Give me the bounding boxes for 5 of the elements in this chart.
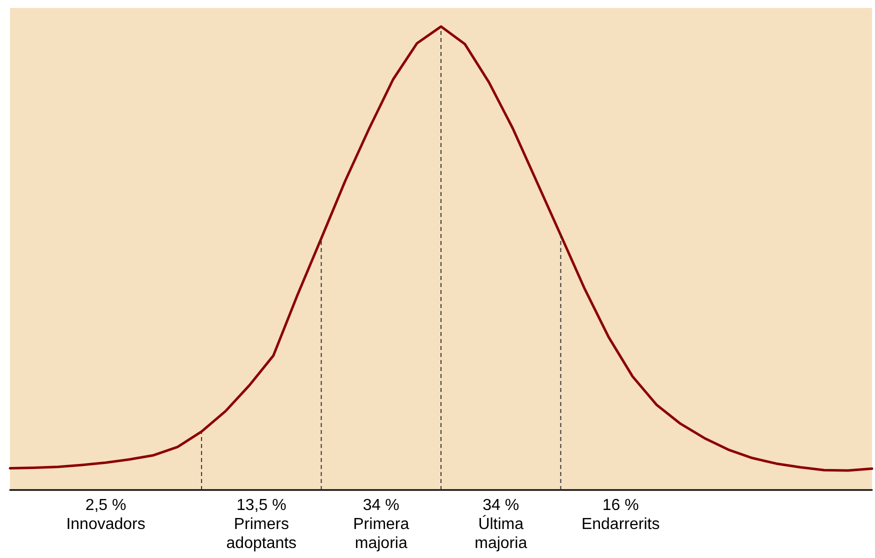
text: 2,5 % Innovadors [66, 497, 146, 533]
text: 13,5 % Primers adoptants [226, 497, 297, 552]
text: 34 % Primera majoria [353, 497, 410, 552]
text: 16 % Endarrerits [581, 497, 660, 533]
text: 34 % Última majoria [474, 497, 528, 552]
